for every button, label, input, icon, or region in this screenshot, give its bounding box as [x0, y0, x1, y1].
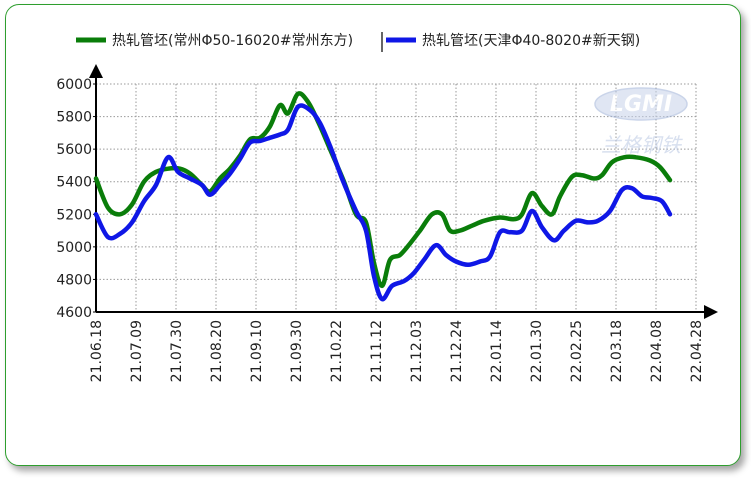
series [93, 91, 673, 302]
grid [96, 83, 697, 312]
x-tick-label-5: 21.09.30 [289, 320, 305, 382]
x-tick-label-9: 21.12.24 [449, 320, 465, 382]
y-axis-arrow [89, 64, 103, 78]
x-tick-label-4: 21.09.10 [249, 320, 265, 382]
y-tick-label-6: 5800 [56, 110, 92, 126]
y-tick-label-2: 5000 [56, 240, 92, 256]
y-tick-label-1: 4800 [56, 272, 92, 288]
x-tick-label-13: 22.03.18 [609, 320, 625, 382]
y-ticks: 4600 4800 5000 5200 5400 5600 5800 6000 [56, 77, 96, 321]
x-tick-label-11: 22.01.30 [529, 320, 545, 382]
y-tick-label-3: 5200 [56, 207, 92, 223]
legend: 热轧管坯(常州Φ50-16020#常州东方) 热轧管坯(天津Φ40-8020#新天… [76, 32, 640, 52]
watermark-sub-text: 兰格钢铁 [601, 133, 683, 157]
watermark-logo: LGMI 兰格钢铁 [594, 87, 688, 157]
series-line-1 [93, 91, 673, 289]
series-line-2 [93, 103, 673, 302]
x-tick-label-8: 21.12.03 [409, 320, 425, 382]
x-tick-label-1: 21.07.09 [129, 320, 145, 382]
y-tick-label-5: 5600 [56, 142, 92, 158]
x-tick-label-14: 22.04.08 [649, 320, 665, 382]
axes [89, 64, 718, 319]
legend-label-2: 热轧管坯(天津Φ40-8020#新天钢) [422, 33, 640, 49]
x-ticks: 21.06.18 21.07.09 21.07.30 21.08.20 21.09.10… [89, 320, 705, 382]
x-tick-label-12: 22.02.25 [569, 320, 585, 382]
x-tick-label-10: 22.01.14 [489, 320, 505, 382]
x-tick-label-6: 21.10.22 [329, 320, 345, 382]
chart-frame [5, 4, 741, 466]
legend-label-1: 热轧管坯(常州Φ50-16020#常州东方) [112, 33, 353, 49]
x-axis-arrow [704, 305, 718, 319]
y-tick-label-0: 4600 [56, 305, 92, 321]
watermark-logo-text: LGMI [610, 92, 672, 117]
y-tick-label-4: 5400 [56, 175, 92, 191]
x-tick-label-0: 21.06.18 [89, 320, 105, 382]
y-tick-label-7: 6000 [56, 77, 92, 93]
x-tick-label-3: 21.08.20 [209, 320, 225, 382]
watermark-logo-ellipse [594, 87, 688, 121]
x-tick-label-15: 22.04.28 [689, 320, 705, 382]
x-tick-label-2: 21.07.30 [169, 320, 185, 382]
x-tick-label-7: 21.11.12 [369, 320, 385, 382]
